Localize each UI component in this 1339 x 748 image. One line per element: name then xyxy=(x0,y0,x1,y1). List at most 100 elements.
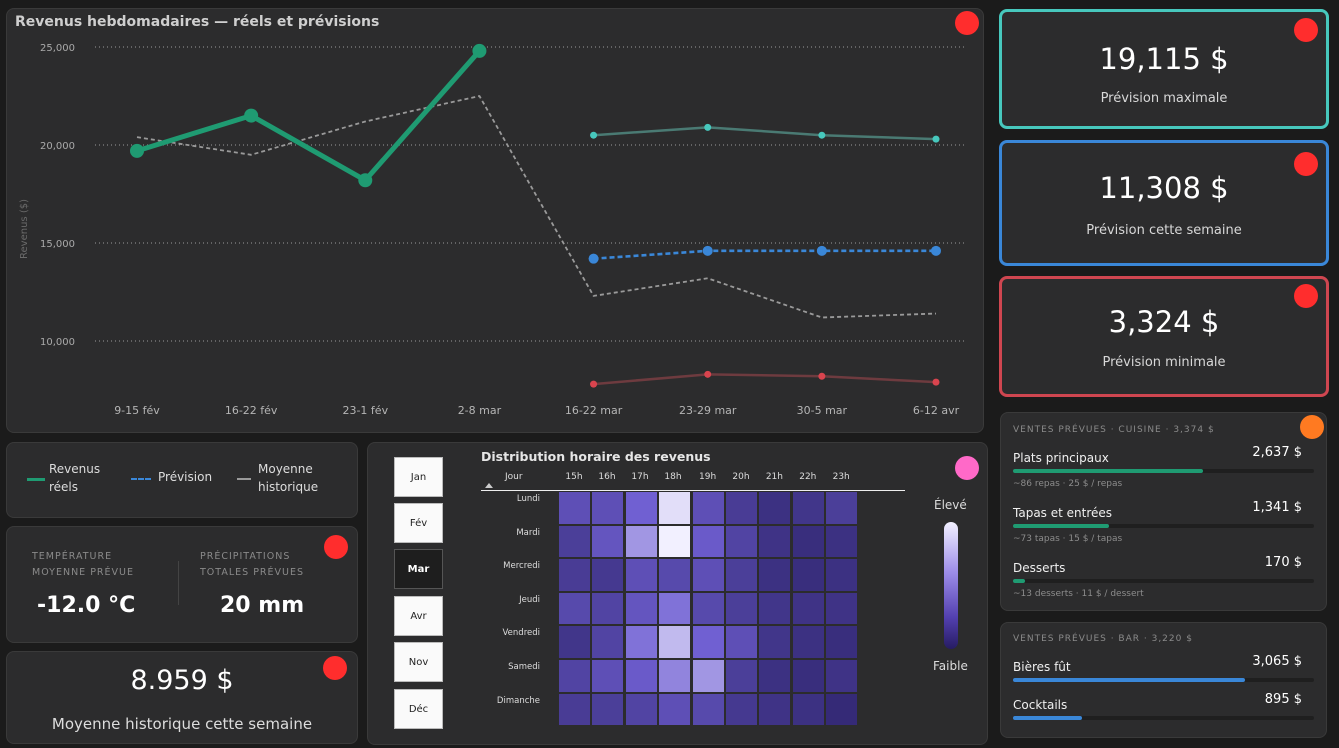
month-button-fév[interactable]: Fév xyxy=(394,503,443,543)
heatmap-cell[interactable] xyxy=(825,491,859,525)
kpi-min-alert[interactable] xyxy=(1294,284,1318,308)
kitchen-alert[interactable] xyxy=(1300,415,1324,439)
heatmap-cell[interactable] xyxy=(658,524,692,559)
heatmap-cell[interactable] xyxy=(791,692,825,727)
heatmap-cell[interactable] xyxy=(691,558,725,592)
heatmap-cell[interactable] xyxy=(825,659,859,693)
chart-alert-indicator[interactable] xyxy=(955,11,979,35)
kpi-max-alert[interactable] xyxy=(1294,18,1318,42)
heatmap-cell[interactable] xyxy=(791,524,825,559)
heatmap-cell[interactable] xyxy=(825,591,859,626)
max-forecast-series-point[interactable] xyxy=(818,131,826,139)
heatmap-cell[interactable] xyxy=(624,625,658,659)
actual-series-point[interactable] xyxy=(244,108,259,123)
sort-icon[interactable] xyxy=(485,483,493,488)
forecast-series-point[interactable] xyxy=(816,245,827,256)
heatmap-cell[interactable] xyxy=(558,692,591,727)
max-forecast-series-point[interactable] xyxy=(932,135,940,143)
heatmap-cell[interactable] xyxy=(591,659,625,693)
heatmap-cell[interactable] xyxy=(558,659,591,693)
heatmap-cell[interactable] xyxy=(624,491,658,525)
heatmap-cell[interactable] xyxy=(658,692,692,727)
heatmap-cell[interactable] xyxy=(591,625,625,659)
month-button-déc[interactable]: Déc xyxy=(394,689,443,729)
heatmap-cell[interactable] xyxy=(691,659,725,693)
heatmap-cell[interactable] xyxy=(825,692,859,727)
heatmap-cell[interactable] xyxy=(791,558,825,592)
heatmap-cell[interactable] xyxy=(758,591,792,626)
heatmap-cell[interactable] xyxy=(758,491,792,525)
heatmap-cell[interactable] xyxy=(591,491,625,525)
heatmap-hour-label: 19h xyxy=(699,472,717,482)
heatmap-cell[interactable] xyxy=(691,591,725,626)
min-forecast-series-point[interactable] xyxy=(818,372,826,380)
heatmap-cell[interactable] xyxy=(691,625,725,659)
heatmap-cell[interactable] xyxy=(758,692,792,727)
kpi-week-alert[interactable] xyxy=(1294,152,1318,176)
heatmap-cell[interactable] xyxy=(725,491,758,525)
heatmap-cell[interactable] xyxy=(591,524,625,559)
heatmap-cell[interactable] xyxy=(725,591,758,626)
heatmap-cell[interactable] xyxy=(691,692,725,727)
heatmap-cell[interactable] xyxy=(691,524,725,559)
heatmap-day-label: Mardi xyxy=(516,527,540,538)
scale-high-label: Élevé xyxy=(934,498,967,512)
heatmap-cell[interactable] xyxy=(825,524,859,559)
heatmap-cell[interactable] xyxy=(658,625,692,659)
month-button-avr[interactable]: Avr xyxy=(394,596,443,636)
forecast-series-point[interactable] xyxy=(588,253,599,264)
heatmap-cell[interactable] xyxy=(791,491,825,525)
month-button-mar[interactable]: Mar xyxy=(394,549,443,589)
heatmap-cell[interactable] xyxy=(658,659,692,693)
heatmap-cell[interactable] xyxy=(558,625,591,659)
heatmap-cell[interactable] xyxy=(791,591,825,626)
heatmap-cell[interactable] xyxy=(591,692,625,727)
heatmap-cell[interactable] xyxy=(725,524,758,559)
heatmap-cell[interactable] xyxy=(791,625,825,659)
heatmap-cell[interactable] xyxy=(725,659,758,693)
historical-alert[interactable] xyxy=(323,656,347,680)
heatmap-cell[interactable] xyxy=(725,558,758,592)
heatmap-cell[interactable] xyxy=(791,659,825,693)
min-forecast-series-point[interactable] xyxy=(932,378,940,386)
actual-series-point[interactable] xyxy=(472,43,487,58)
heatmap-cell[interactable] xyxy=(591,591,625,626)
forecast-series-point[interactable] xyxy=(931,245,941,256)
actual-series-point[interactable] xyxy=(130,143,144,158)
max-forecast-series-point[interactable] xyxy=(704,123,712,131)
month-button-jan[interactable]: Jan xyxy=(394,457,443,497)
max-forecast-series-point[interactable] xyxy=(590,131,598,139)
heatmap-cell[interactable] xyxy=(691,491,725,525)
heatmap-cell[interactable] xyxy=(624,558,658,592)
kpi-min-forecast: 3,324 $ Prévision minimale xyxy=(999,276,1329,397)
weather-alert[interactable] xyxy=(324,535,348,559)
min-forecast-series-point[interactable] xyxy=(704,370,712,378)
heatmap-cell[interactable] xyxy=(758,524,792,559)
actual-series-point[interactable] xyxy=(358,173,373,188)
min-forecast-series-point[interactable] xyxy=(590,380,598,388)
heatmap-cell[interactable] xyxy=(758,659,792,693)
heatmap-cell[interactable] xyxy=(624,659,658,693)
heatmap-cell[interactable] xyxy=(825,558,859,592)
heatmap-cell[interactable] xyxy=(758,558,792,592)
heatmap-cell[interactable] xyxy=(624,591,658,626)
heatmap-cell[interactable] xyxy=(725,625,758,659)
heatmap-cell[interactable] xyxy=(558,491,591,525)
heatmap-cell[interactable] xyxy=(658,591,692,626)
heatmap-cell[interactable] xyxy=(658,558,692,592)
heatmap-cell[interactable] xyxy=(591,558,625,592)
heatmap-cell[interactable] xyxy=(624,524,658,559)
heatmap-cell[interactable] xyxy=(725,692,758,727)
heatmap-cell[interactable] xyxy=(558,591,591,626)
heatmap-cell[interactable] xyxy=(558,524,591,559)
heatmap-cell[interactable] xyxy=(758,625,792,659)
heatmap-cell[interactable] xyxy=(658,491,692,525)
heatmap-hour-label: 16h xyxy=(598,472,616,482)
legend-historical-swatch xyxy=(237,478,251,480)
heatmap-cell[interactable] xyxy=(624,692,658,727)
forecast-series-point[interactable] xyxy=(702,245,713,256)
heatmap-cell[interactable] xyxy=(558,558,591,592)
heatmap-alert[interactable] xyxy=(955,456,979,480)
month-button-nov[interactable]: Nov xyxy=(394,642,443,682)
heatmap-cell[interactable] xyxy=(825,625,859,659)
